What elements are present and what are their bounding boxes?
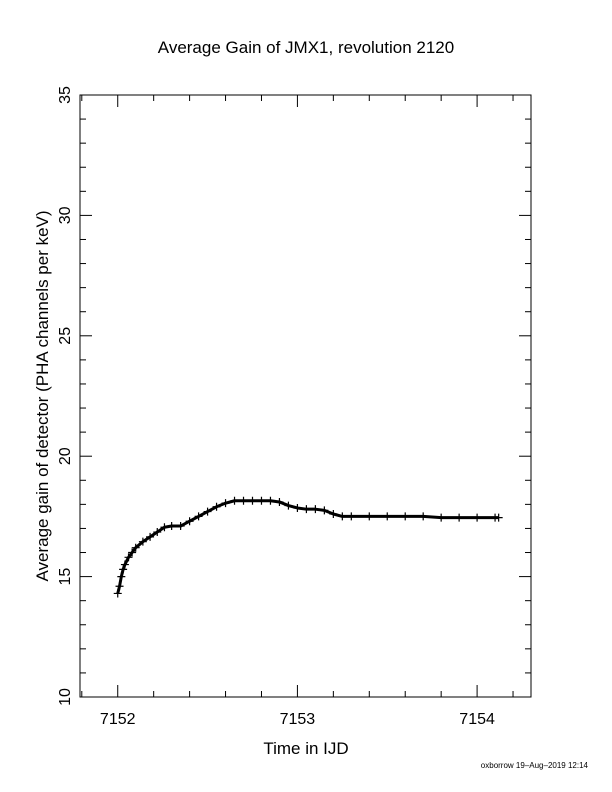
data-trace xyxy=(116,499,499,594)
plot-frame xyxy=(79,94,532,698)
chart-title: Average Gain of JMX1, revolution 2120 xyxy=(158,38,454,57)
y-tick-label: 25 xyxy=(57,327,74,345)
y-tick-label: 20 xyxy=(57,447,74,465)
axis-ticks: 10 15 20 25 30 35 7152 7153 7154 xyxy=(57,86,531,728)
x-tick-label: 7152 xyxy=(100,711,136,728)
y-axis-label: Average gain of detector (PHA channels p… xyxy=(33,210,52,581)
footer-credit: oxborrow 19–Aug–2019 12:14 xyxy=(481,761,589,770)
x-tick-label: 7153 xyxy=(280,711,316,728)
data-markers xyxy=(113,496,503,598)
y-tick-label: 35 xyxy=(57,86,74,104)
x-axis-label: Time in IJD xyxy=(263,739,348,758)
y-tick-label: 30 xyxy=(57,206,74,224)
y-tick-label: 10 xyxy=(57,688,74,706)
x-tick-label: 7154 xyxy=(459,711,495,728)
y-tick-label: 15 xyxy=(57,568,74,586)
